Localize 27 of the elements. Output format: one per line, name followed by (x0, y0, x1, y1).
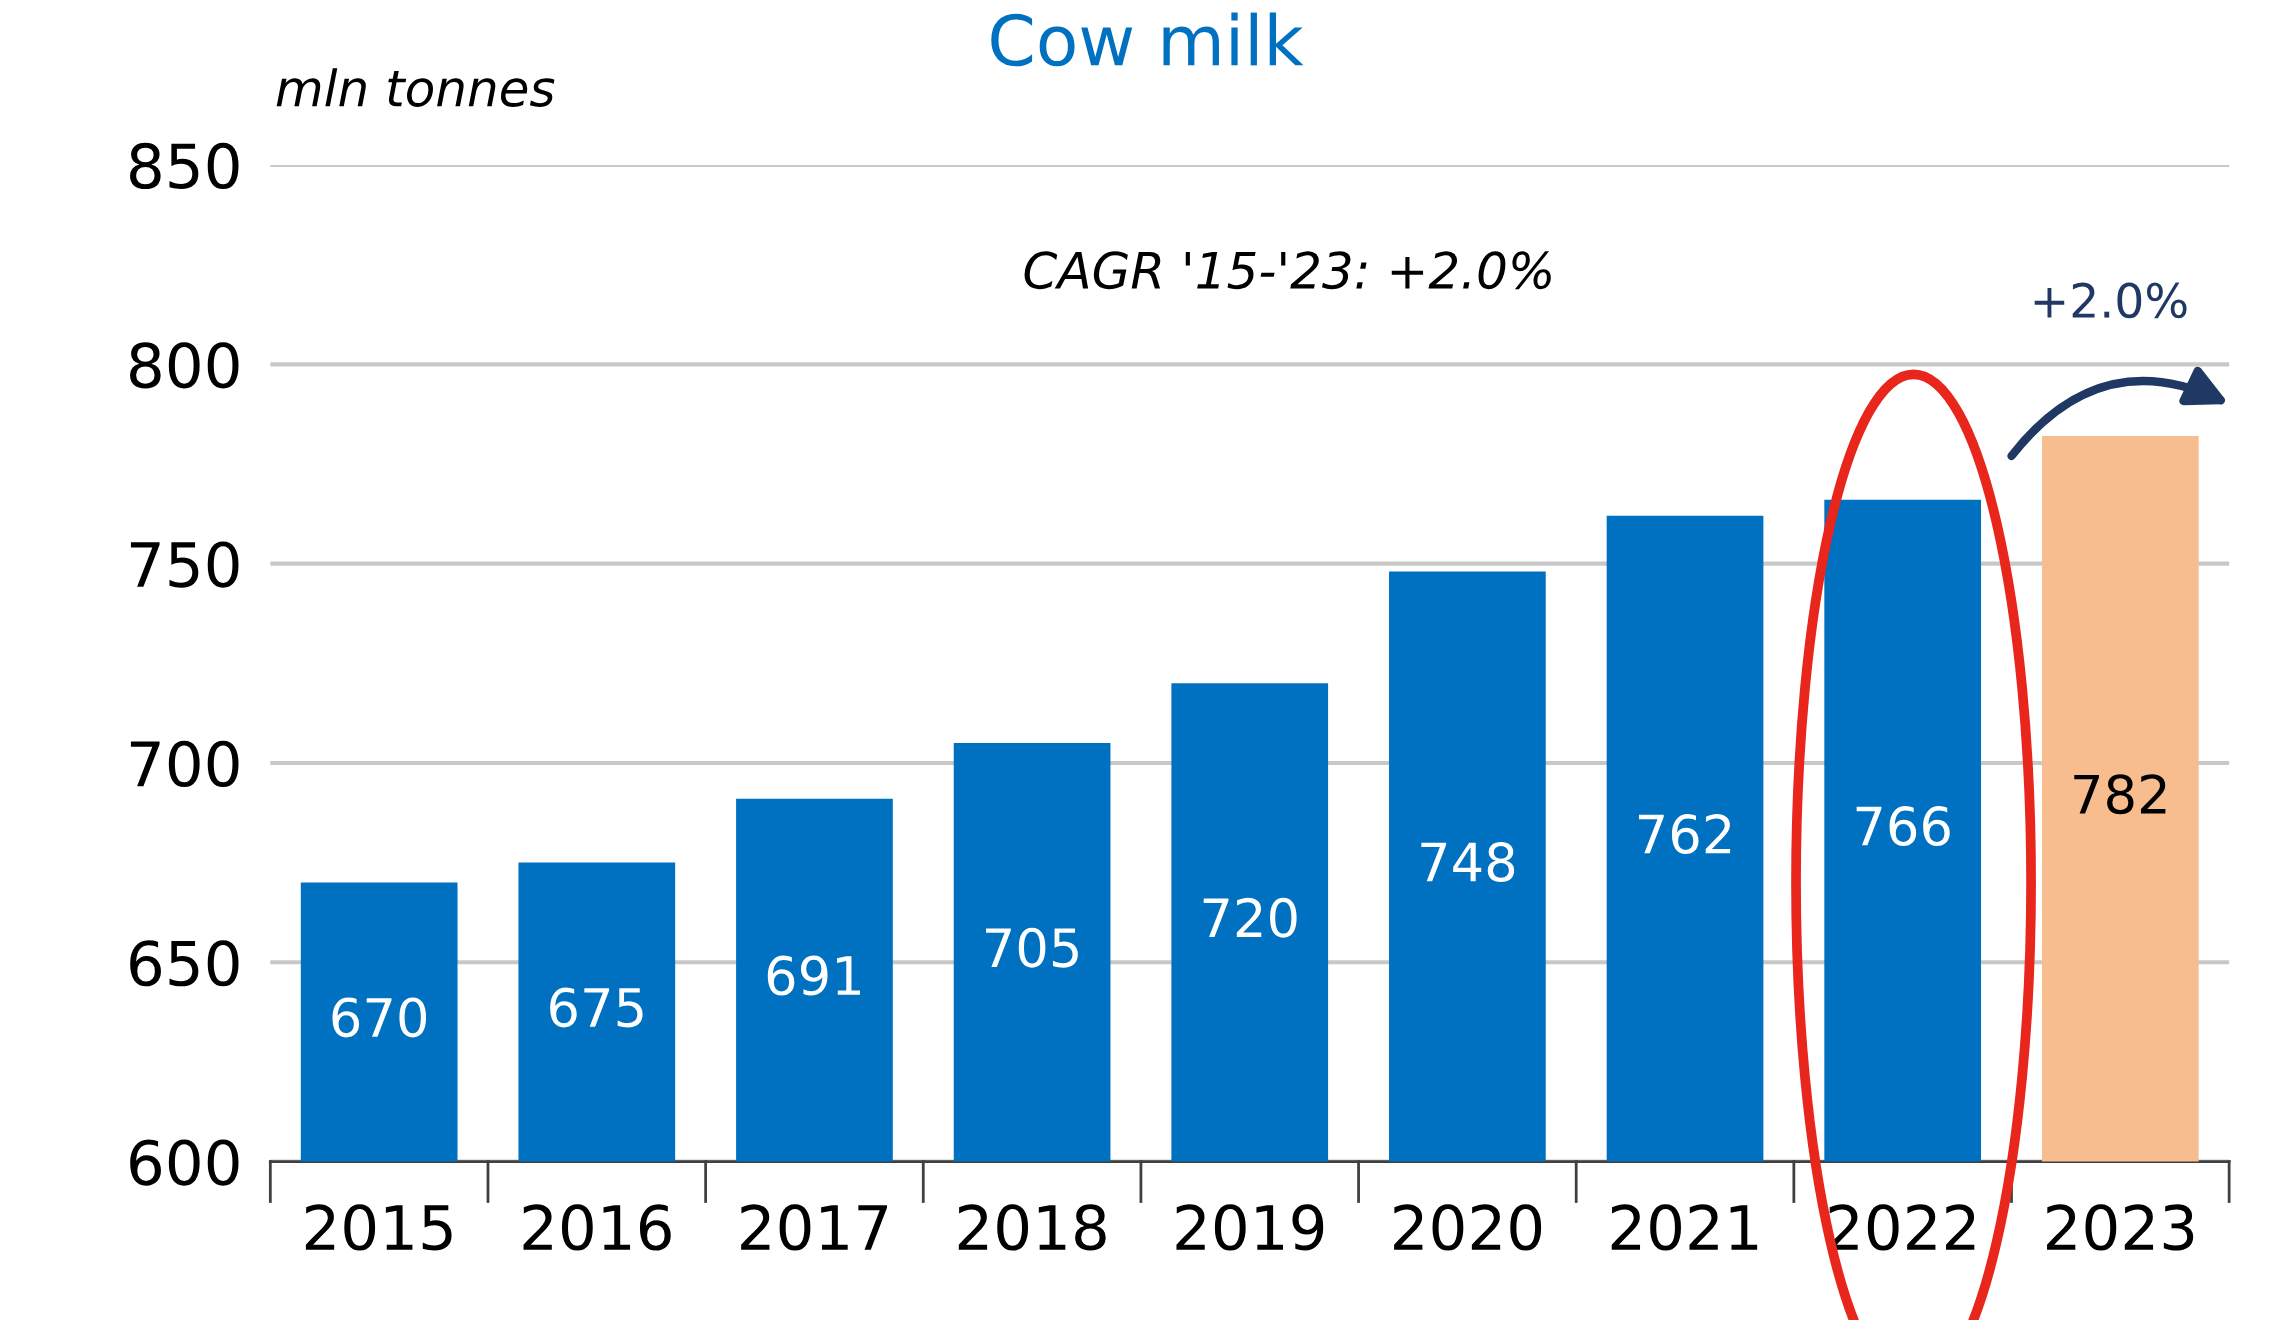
y-axis-title: mln tonnes (276, 68, 555, 107)
data-label: 782 (2074, 774, 2166, 815)
x-tick-label: 2018 (958, 1204, 1106, 1251)
x-tick-label: 2021 (1611, 1204, 1758, 1251)
data-label: 720 (1203, 897, 1297, 938)
y-tick-label: 600 (130, 1139, 239, 1186)
x-tick-label: 2016 (523, 1204, 671, 1251)
annotation: CAGR '15-'23: +2.0% (1024, 251, 1551, 290)
chart-title: Cow milk (991, 12, 1304, 67)
x-tick-label: 2015 (305, 1204, 452, 1251)
x-tick-label: 2023 (2047, 1204, 2194, 1251)
data-label: 766 (1856, 806, 1950, 847)
data-label: 705 (986, 927, 1078, 968)
y-tick-label: 700 (130, 740, 239, 788)
data-label: 762 (1638, 814, 1731, 855)
data-label: 748 (1421, 842, 1515, 882)
data-label: 670 (332, 997, 427, 1038)
x-tick-label: 2017 (741, 1204, 887, 1251)
x-tick-label: 2020 (1394, 1204, 1542, 1251)
x-tick-label: 2019 (1176, 1204, 1324, 1251)
y-tick-label: 750 (130, 541, 239, 588)
y-tick-label: 850 (130, 142, 239, 190)
y-tick-label: 800 (130, 342, 239, 389)
annotation: +2.0% (2034, 282, 2187, 319)
data-label: 691 (767, 955, 860, 996)
y-tick-label: 650 (130, 940, 239, 987)
data-label: 675 (550, 987, 643, 1028)
